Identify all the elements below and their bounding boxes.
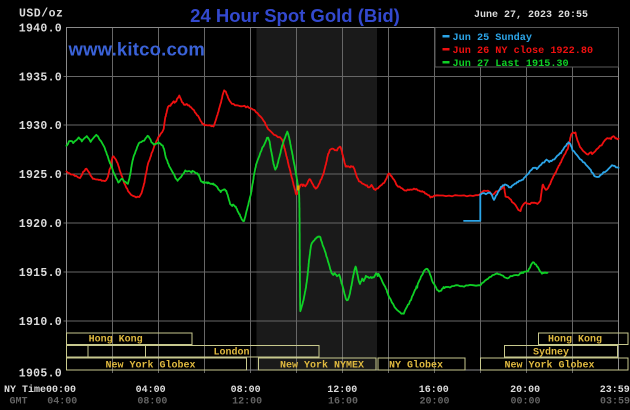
svg-text:1935.0: 1935.0	[19, 71, 62, 84]
svg-text:NY Globex: NY Globex	[389, 360, 443, 372]
svg-text:1915.0: 1915.0	[19, 267, 62, 280]
svg-text:NY Time: NY Time	[4, 384, 46, 396]
svg-text:24 Hour Spot Gold (Bid): 24 Hour Spot Gold (Bid)	[190, 5, 400, 26]
svg-text:Jun 25 Sunday: Jun 25 Sunday	[453, 32, 532, 44]
svg-text:04:00: 04:00	[136, 385, 166, 396]
svg-text:Jun 26 NY close 1922.80: Jun 26 NY close 1922.80	[453, 45, 594, 57]
svg-text:00:00: 00:00	[46, 385, 76, 396]
svg-text:New York Globex: New York Globex	[504, 360, 594, 372]
svg-text:1905.0: 1905.0	[19, 367, 62, 380]
svg-text:1930.0: 1930.0	[19, 120, 62, 133]
svg-text:GMT: GMT	[9, 397, 27, 408]
svg-text:London: London	[213, 347, 249, 359]
svg-text:16:00: 16:00	[419, 385, 449, 396]
svg-text:08:00: 08:00	[137, 397, 167, 408]
svg-text:Jun 27 Last 1915.30: Jun 27 Last 1915.30	[453, 59, 569, 70]
svg-text:USD/oz: USD/oz	[19, 8, 63, 21]
svg-text:1940.0: 1940.0	[19, 22, 62, 35]
svg-text:www.kitco.com: www.kitco.com	[68, 39, 206, 60]
svg-text:00:00: 00:00	[510, 397, 540, 408]
svg-text:08:00: 08:00	[231, 385, 261, 396]
svg-text:Hong Kong: Hong Kong	[548, 335, 602, 346]
svg-text:1925.0: 1925.0	[19, 169, 62, 182]
svg-text:1910.0: 1910.0	[19, 316, 62, 329]
svg-text:New York NYMEX: New York NYMEX	[280, 360, 364, 372]
svg-text:New York Globex: New York Globex	[105, 360, 195, 372]
svg-text:1920.0: 1920.0	[19, 218, 62, 231]
svg-text:04:00: 04:00	[47, 397, 77, 408]
svg-text:20:00: 20:00	[419, 397, 449, 408]
svg-text:12:00: 12:00	[327, 385, 357, 396]
svg-text:Sydney: Sydney	[533, 347, 569, 359]
svg-text:23:59: 23:59	[600, 385, 630, 396]
svg-text:16:00: 16:00	[328, 397, 358, 408]
svg-text:03:59: 03:59	[600, 397, 630, 408]
svg-text:June 27, 2023 20:55: June 27, 2023 20:55	[474, 10, 588, 21]
svg-text:Hong Kong: Hong Kong	[89, 335, 143, 346]
svg-text:20:00: 20:00	[510, 385, 540, 396]
svg-text:12:00: 12:00	[232, 397, 262, 408]
